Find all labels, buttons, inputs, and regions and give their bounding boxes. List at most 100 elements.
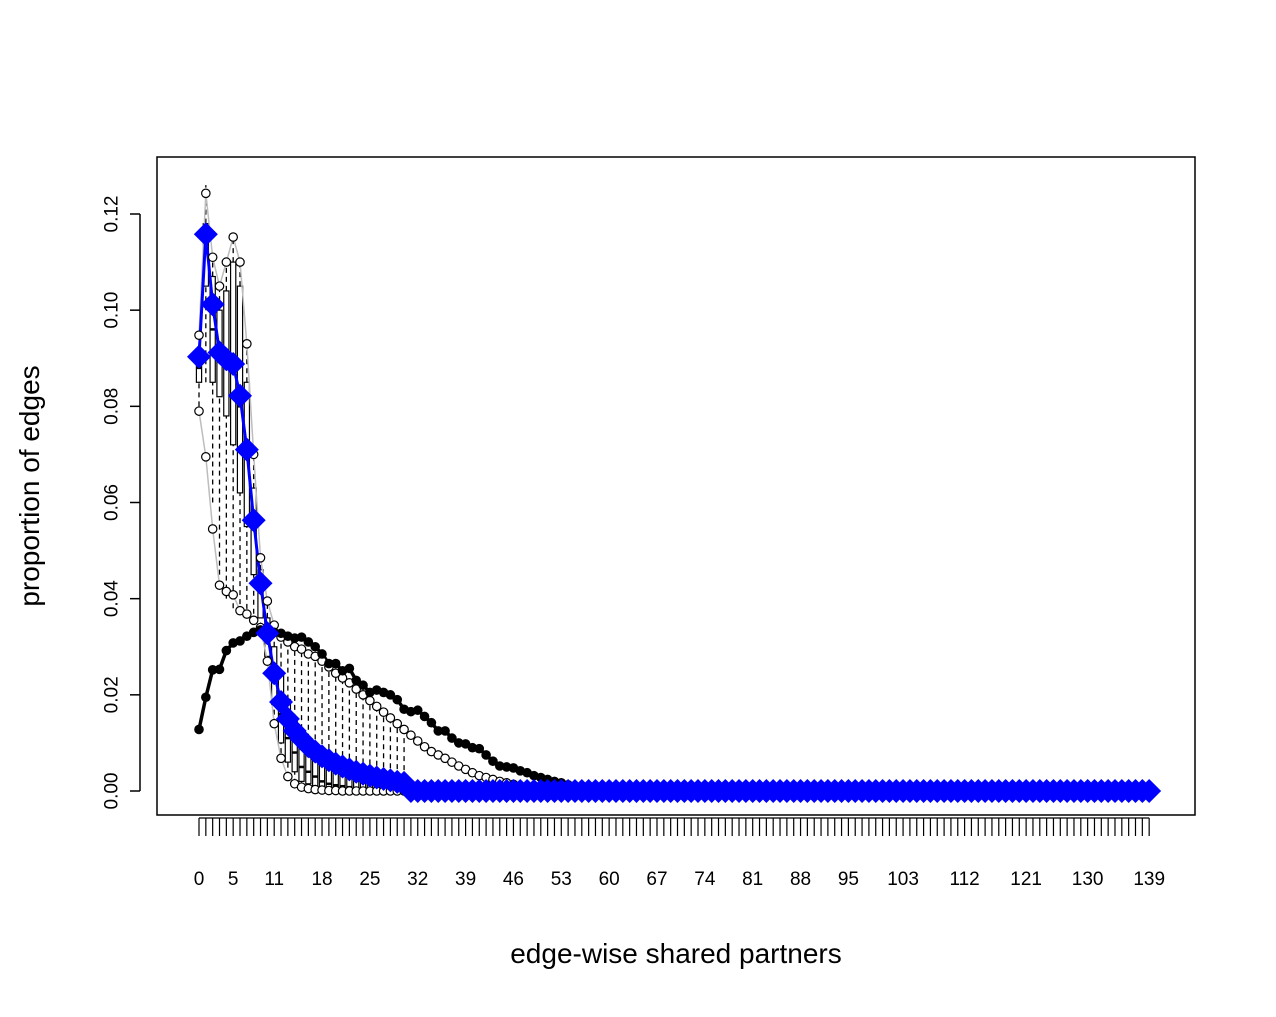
x-tick-label: 53 bbox=[551, 869, 572, 890]
upper-bound-point bbox=[242, 339, 252, 349]
upper-bound-point bbox=[371, 701, 382, 712]
x-tick-label: 5 bbox=[228, 869, 239, 890]
x-tick-label: 103 bbox=[887, 869, 919, 890]
upper-bound-point bbox=[262, 596, 273, 606]
x-tick-label: 46 bbox=[503, 869, 524, 890]
observed-point bbox=[187, 344, 211, 369]
x-tick-label: 25 bbox=[359, 869, 380, 890]
upper-bound-point bbox=[255, 552, 266, 563]
x-tick-label: 11 bbox=[264, 869, 284, 890]
simulated-mean-point bbox=[296, 632, 307, 642]
simulated-mean-point bbox=[488, 756, 498, 766]
observed-point bbox=[200, 292, 225, 317]
simulated-mean-point bbox=[310, 641, 321, 652]
y-tick-label: 0.02 bbox=[102, 676, 123, 713]
simulated-mean-point bbox=[433, 726, 444, 736]
observed-point bbox=[228, 383, 253, 408]
simulated-mean-point bbox=[235, 636, 245, 646]
simulated-mean-point bbox=[447, 733, 457, 743]
lower-bound-point bbox=[207, 524, 218, 534]
simulated-mean-point bbox=[474, 743, 485, 754]
x-tick-label: 18 bbox=[311, 869, 332, 890]
upper-bound-point bbox=[194, 330, 204, 340]
x-tick-label: 121 bbox=[1010, 869, 1042, 890]
x-tick-label: 0 bbox=[194, 869, 205, 890]
simulated-mean-point bbox=[481, 750, 491, 760]
lower-bound-point bbox=[242, 609, 252, 619]
lower-bound-point bbox=[194, 406, 204, 416]
lower-bound-point bbox=[201, 452, 211, 462]
upper-bound-point bbox=[378, 707, 389, 717]
upper-bound-point bbox=[392, 718, 403, 729]
simulated-mean-point bbox=[194, 724, 204, 735]
simulated-mean-point bbox=[344, 663, 355, 674]
simulated-mean-point bbox=[419, 711, 430, 722]
simulated-mean-point bbox=[351, 675, 362, 686]
simulated-mean-point bbox=[303, 637, 314, 647]
observed-point bbox=[255, 621, 280, 646]
x-axis-title: edge-wise shared partners bbox=[510, 938, 842, 969]
x-tick-label: 67 bbox=[646, 869, 667, 890]
simulated-mean-point bbox=[214, 664, 225, 675]
simulated-mean-point bbox=[426, 717, 437, 728]
boxplot bbox=[312, 656, 319, 790]
upper-bound-point bbox=[221, 257, 232, 267]
x-tick-label: 112 bbox=[949, 869, 979, 890]
upper-bound-point bbox=[385, 713, 396, 723]
upper-bound-point bbox=[296, 644, 307, 654]
boxplot bbox=[236, 262, 244, 614]
boxplot bbox=[223, 262, 230, 599]
lower-bound-point bbox=[283, 771, 293, 782]
observed-point bbox=[248, 571, 273, 596]
lower-bound-point bbox=[276, 753, 286, 764]
x-tick-label: 39 bbox=[455, 869, 476, 890]
x-axis: 0 5 11 18 25 32 39 46 53 60 67 74 81 88 95 103 112 121 130… bbox=[194, 817, 1165, 890]
plot-frame bbox=[156, 156, 1196, 816]
observed-point bbox=[234, 437, 259, 462]
lower-bound-point bbox=[248, 615, 259, 626]
simulated-mean-point bbox=[201, 692, 211, 703]
series-lines-layer bbox=[197, 193, 1150, 793]
y-tick-label: 0.08 bbox=[102, 388, 123, 425]
upper-bound-point bbox=[399, 724, 409, 735]
y-tick-label: 0.10 bbox=[102, 292, 123, 329]
upper-bound-point bbox=[365, 695, 375, 706]
simulated-mean-point bbox=[207, 665, 218, 675]
boxplot bbox=[298, 649, 305, 788]
lower-bound-point bbox=[214, 580, 225, 591]
simulated-mean-point bbox=[324, 658, 334, 669]
x-tick-label: 139 bbox=[1133, 869, 1165, 890]
observed-point bbox=[193, 222, 218, 247]
x-tick-label: 130 bbox=[1072, 869, 1104, 890]
x-tick-label: 60 bbox=[599, 869, 620, 890]
simulated-mean-point bbox=[221, 645, 232, 656]
upper-bound-point bbox=[201, 188, 211, 199]
simulated-mean-point bbox=[412, 705, 423, 716]
boxplot bbox=[318, 661, 326, 791]
simulated-mean-point bbox=[317, 649, 327, 659]
upper-bound-line bbox=[198, 193, 1150, 792]
upper-bound-point bbox=[406, 730, 416, 741]
boxplot-layer bbox=[195, 185, 408, 792]
x-tick-label: 88 bbox=[790, 869, 811, 890]
y-tick-label: 0.04 bbox=[102, 580, 123, 617]
upper-bound-point bbox=[419, 741, 430, 752]
y-axis: 0.00 0.02 0.04 0.06 0.08 0.10 0.12 bbox=[102, 196, 141, 810]
lower-bound-line bbox=[198, 411, 1150, 792]
observed-point bbox=[241, 508, 266, 533]
x-tick-label: 32 bbox=[407, 869, 428, 890]
simulated-mean-point bbox=[392, 694, 403, 705]
observed-point bbox=[1137, 779, 1162, 803]
lower-bound-point bbox=[269, 718, 279, 729]
simulated-mean-point bbox=[440, 726, 450, 736]
observed-point bbox=[262, 661, 287, 686]
upper-bound-point bbox=[207, 252, 218, 263]
boxplot bbox=[229, 238, 237, 609]
y-axis-title: proportion of edges bbox=[14, 365, 45, 606]
y-tick-label: 0.00 bbox=[102, 773, 123, 810]
x-tick-label: 74 bbox=[694, 869, 716, 890]
x-tick-label: 95 bbox=[838, 869, 859, 890]
observed-line bbox=[197, 234, 1150, 793]
